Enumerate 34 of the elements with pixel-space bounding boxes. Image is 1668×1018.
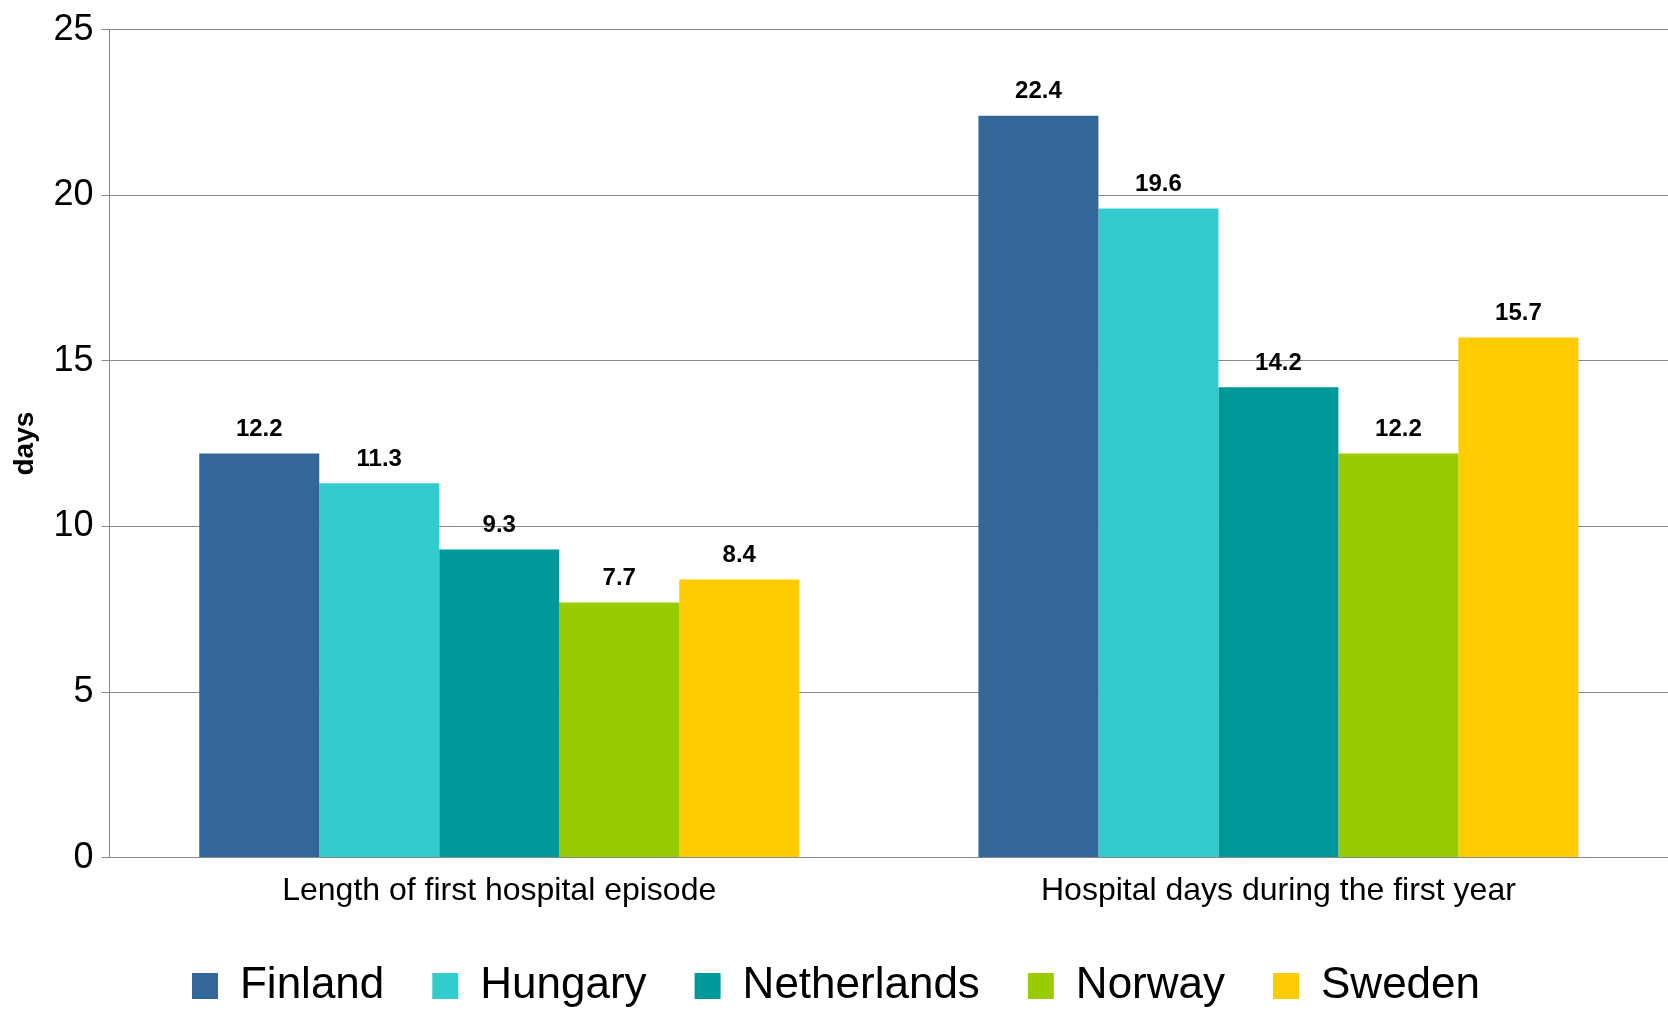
data-label: 12.2: [1375, 414, 1422, 442]
bar: [1218, 387, 1339, 858]
bar: [559, 602, 680, 858]
legend-label: Finland: [239, 958, 385, 1008]
legend-label: Netherlands: [742, 958, 980, 1008]
data-label: 9.3: [482, 510, 516, 538]
x-tick-label: Length of first hospital episode: [282, 870, 717, 907]
data-label: 19.6: [1135, 169, 1182, 197]
y-axis-title: days: [7, 411, 39, 476]
bar: [679, 579, 800, 858]
y-tick-label: 20: [53, 172, 94, 214]
x-tick-label: Hospital days during the first year: [1040, 870, 1517, 907]
data-label: 15.7: [1495, 298, 1542, 326]
y-tick-label: 0: [73, 834, 94, 876]
bar: [1098, 208, 1219, 858]
y-tick-label: 15: [53, 337, 94, 379]
bar: [199, 453, 320, 858]
bar: [319, 483, 440, 858]
y-tick-label: 10: [53, 503, 94, 545]
y-tick-label: 5: [73, 668, 94, 710]
data-label: 22.4: [1015, 76, 1063, 104]
data-label: 7.7: [602, 563, 636, 591]
data-label: 12.2: [235, 414, 283, 442]
bar: [978, 115, 1099, 858]
data-label: 11.3: [356, 443, 402, 471]
y-tick-label: 25: [53, 6, 94, 48]
data-label: 14.2: [1255, 347, 1302, 375]
bar: [1458, 337, 1579, 858]
bar: [1338, 453, 1459, 858]
legend-label: Hungary: [480, 958, 647, 1008]
bar: [439, 549, 560, 858]
legend-label: Sweden: [1321, 958, 1481, 1008]
legend-label: Norway: [1075, 958, 1226, 1008]
data-label: 8.4: [722, 540, 757, 568]
